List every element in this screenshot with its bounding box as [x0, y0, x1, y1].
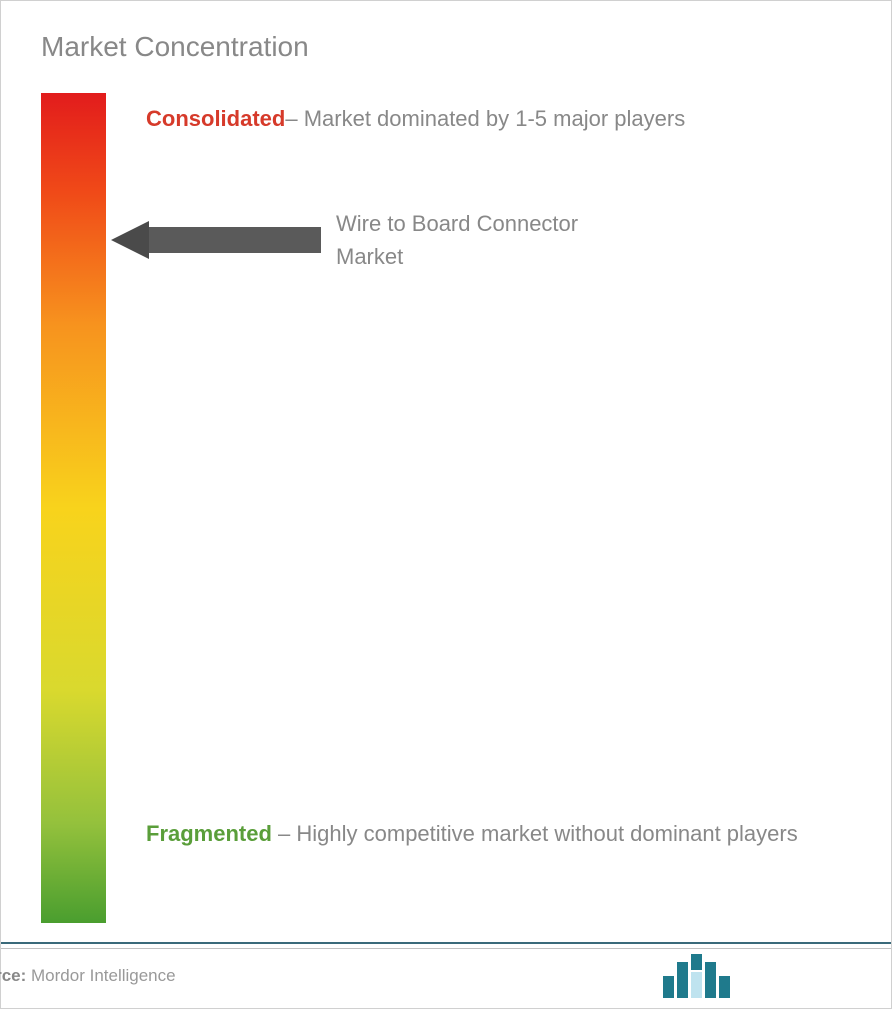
consolidated-label: Consolidated– Market dominated by 1-5 ma…: [146, 98, 846, 140]
source-name: Mordor Intelligence: [26, 966, 175, 985]
fragmented-desc: – Highly competitive market without domi…: [272, 821, 798, 846]
concentration-gradient-bar: [41, 93, 106, 923]
fragmented-keyword: Fragmented: [146, 821, 272, 846]
chart-area: Consolidated– Market dominated by 1-5 ma…: [41, 93, 851, 943]
infographic-container: Market Concentration Consolidated– Marke…: [0, 0, 892, 1009]
consolidated-keyword: Consolidated: [146, 106, 285, 131]
market-position-arrow: Wire to Board Connector Market: [111, 207, 636, 273]
fragmented-label: Fragmented – Highly competitive market w…: [146, 813, 846, 855]
source-text: Source: Mordor Intelligence: [0, 966, 176, 986]
arrow-label: Wire to Board Connector Market: [336, 207, 636, 273]
source-prefix: Source:: [0, 966, 26, 985]
consolidated-desc: – Market dominated by 1-5 major players: [285, 106, 685, 131]
arrow-left-icon: [111, 215, 321, 265]
footer: Source: Mordor Intelligence: [1, 942, 891, 1008]
footer-divider: [1, 948, 891, 949]
mordor-logo-icon: [663, 954, 751, 998]
chart-title: Market Concentration: [41, 31, 851, 63]
